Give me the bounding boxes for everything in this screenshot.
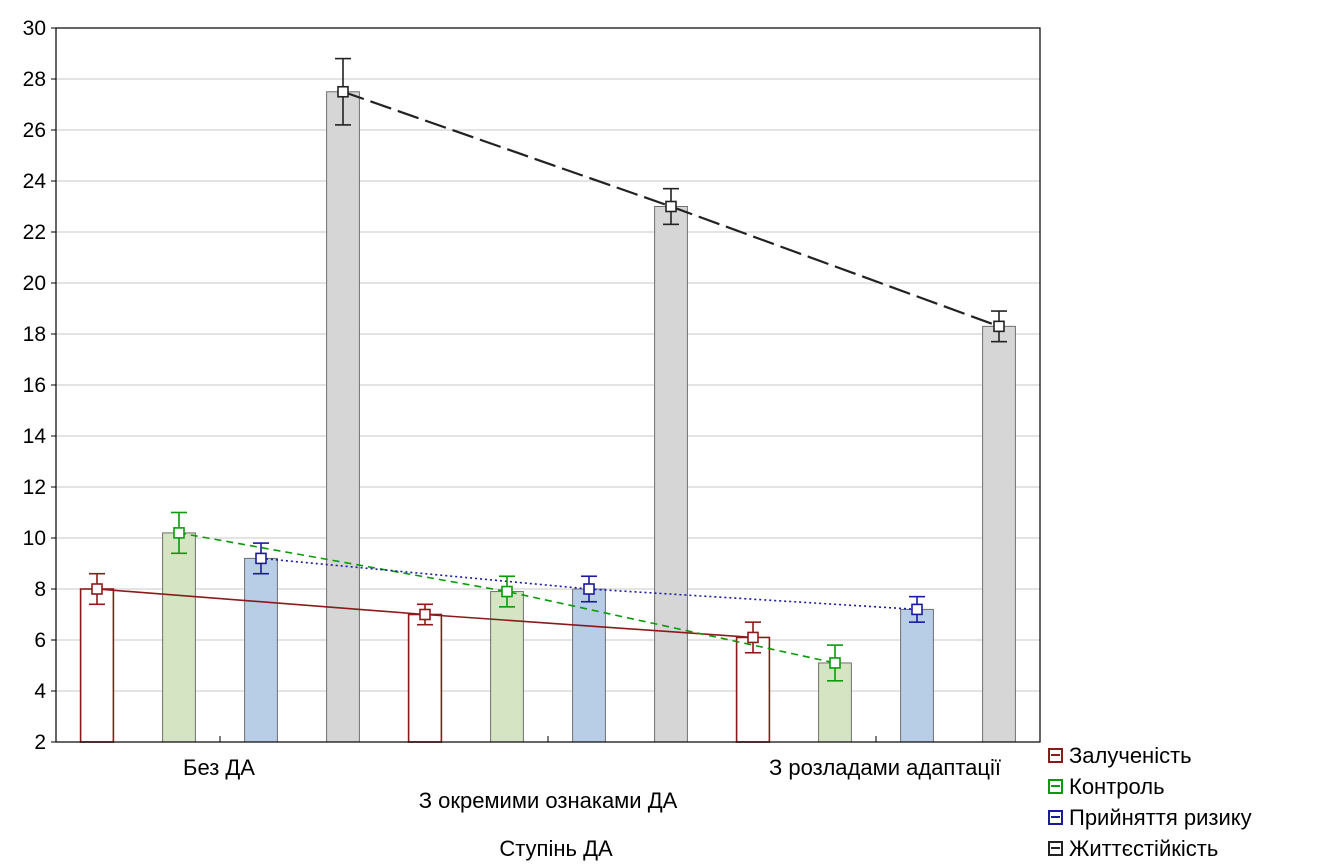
x-axis-labels: Без ДА З окремими ознаками ДА З розладами … (183, 736, 1001, 813)
bar (572, 588, 606, 743)
legend-item-zaluchenist: Залученість (1048, 740, 1252, 771)
bar (900, 608, 934, 743)
legend: Залученість Контроль Прийняття ризику Жи… (1048, 740, 1252, 864)
legend-item-pryiniattia-ryzyku: Прийняття ризику (1048, 802, 1252, 833)
series-lines (96, 90, 1000, 664)
y-tick-label: 14 (23, 425, 47, 448)
y-tick-label: 30 (23, 17, 46, 40)
legend-label: Контроль (1069, 773, 1165, 799)
point-marker (91, 583, 103, 595)
legend-swatch-icon (1048, 841, 1063, 856)
bar (162, 532, 196, 743)
y-tick-label: 26 (23, 119, 46, 142)
bar (326, 91, 360, 743)
y-tick-label: 24 (23, 170, 47, 193)
point-marker (911, 603, 923, 616)
point-marker (255, 552, 267, 565)
y-tick-label: 2 (34, 731, 46, 754)
bar (982, 325, 1016, 743)
point-marker (829, 657, 841, 669)
y-tick-label: 22 (23, 221, 46, 244)
y-tick-label: 12 (23, 476, 46, 499)
y-tick-label: 8 (34, 578, 46, 601)
legend-item-zhyttiestiikist: Життєстійкість (1048, 833, 1252, 864)
y-tick-label: 16 (23, 374, 46, 397)
legend-swatch-icon (1048, 779, 1063, 794)
series-line (178, 532, 836, 664)
legend-item-kontrol: Контроль (1048, 771, 1252, 802)
y-tick-label: 4 (34, 680, 46, 703)
point-marker (419, 608, 431, 621)
bar (735, 636, 771, 743)
bar (407, 613, 443, 743)
legend-swatch-icon (1048, 810, 1063, 825)
point-marker (337, 85, 349, 98)
legend-label: Прийняття ризику (1069, 804, 1252, 830)
bar (490, 591, 524, 743)
bar (654, 206, 688, 743)
grid (56, 27, 1040, 743)
point-marker (583, 583, 595, 595)
point-marker (665, 200, 677, 213)
legend-swatch-icon (1048, 748, 1063, 763)
legend-label: Життєстійкість (1069, 835, 1219, 861)
y-tick-label: 20 (23, 272, 46, 295)
point-marker (501, 585, 513, 598)
error-bars (89, 57, 1007, 682)
y-tick-label: 10 (23, 527, 46, 550)
bars (79, 91, 1016, 743)
x-category-label: Без ДА (183, 755, 255, 780)
bar (244, 557, 278, 743)
y-tick-label: 18 (23, 323, 46, 346)
series-line (342, 90, 1000, 328)
bar (79, 588, 115, 743)
point-marker (173, 527, 185, 539)
x-axis-title: Ступінь ДА (499, 836, 613, 861)
y-tick-label: 6 (34, 629, 46, 652)
point-marker (993, 320, 1005, 333)
x-category-label: З окремими ознаками ДА (419, 788, 678, 813)
point-marker (747, 631, 759, 644)
plot-area-frame (55, 27, 1041, 743)
legend-label: Залученість (1069, 742, 1192, 768)
x-category-label: З розладами адаптації (769, 755, 1001, 780)
y-tick-label: 28 (23, 68, 46, 91)
